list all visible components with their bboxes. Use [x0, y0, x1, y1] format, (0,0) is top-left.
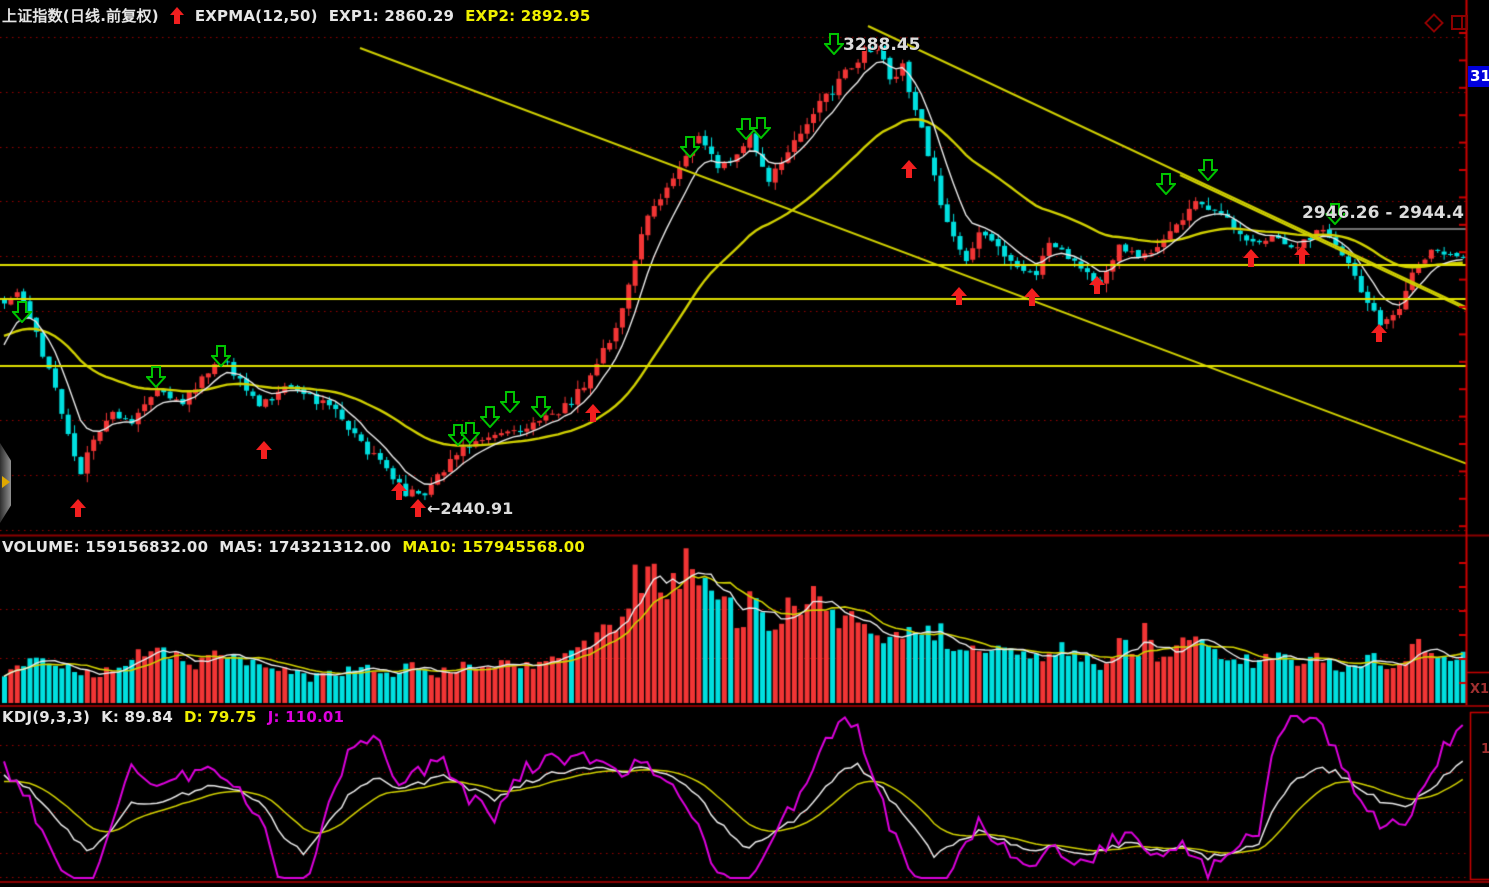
sell-signal-arrow [1198, 159, 1218, 181]
buy-signal-arrow [901, 160, 917, 178]
buy-signal-arrow [585, 404, 601, 422]
kdj-d-value: D: 79.75 [183, 708, 257, 726]
sell-signal-arrow [448, 424, 468, 446]
expand-arrow-icon [2, 476, 10, 488]
volume-ma5-value: MA5: 174321312.00 [219, 538, 392, 556]
buy-signal-arrow [1089, 276, 1105, 294]
sell-signal-arrow [460, 422, 480, 444]
axis-price-badge: 31 [1468, 66, 1489, 87]
panel-expand-handle[interactable] [0, 443, 11, 523]
sell-signal-arrow [824, 33, 844, 55]
sell-signal-arrow [1325, 203, 1345, 225]
buy-signal-arrow [1371, 324, 1387, 342]
kdj-j-value: J: 110.01 [267, 708, 345, 726]
buy-signal-arrow [1294, 246, 1310, 264]
buy-signal-arrow [1024, 288, 1040, 306]
buy-signal-arrow [256, 441, 272, 459]
indicator-name: EXPMA(12,50) [194, 6, 318, 25]
main-chart-header: 上证指数(日线.前复权) EXPMA(12,50) EXP1: 2860.29 … [2, 5, 591, 26]
buy-signal-arrow [1243, 249, 1259, 267]
split-divider [1461, 17, 1463, 28]
kdj-k-value: K: 89.84 [101, 708, 173, 726]
instrument-title: 上证指数(日线.前复权) [2, 7, 159, 25]
sell-signal-arrow [751, 117, 771, 139]
sell-signal-arrow [12, 301, 32, 323]
sell-signal-arrow [146, 366, 166, 388]
peak-price-label: 3288.45 [843, 35, 921, 55]
up-arrow-icon [169, 7, 184, 24]
buy-signal-arrow [410, 499, 426, 517]
sell-signal-arrow [211, 345, 231, 367]
exp2-value: EXP2: 2892.95 [465, 6, 591, 25]
volume-scale-label: X1 [1470, 682, 1489, 697]
volume-pane-header: VOLUME: 159156832.00 MA5: 174321312.00 M… [2, 538, 585, 556]
sell-signal-arrow [500, 391, 520, 413]
kdj-pane-header: KDJ(9,3,3) K: 89.84 D: 79.75 J: 110.01 [2, 708, 344, 726]
sell-signal-arrow [531, 396, 551, 418]
buy-signal-arrow [391, 482, 407, 500]
exp1-value: EXP1: 2860.29 [328, 6, 455, 25]
trough-price-label: ←2440.91 [427, 499, 514, 518]
buy-signal-arrow [70, 499, 86, 517]
kdj-scale-label: 1 [1481, 742, 1489, 757]
split-window-icon[interactable] [1451, 15, 1468, 30]
volume-ma10-value: MA10: 157945568.00 [402, 538, 586, 556]
buy-signal-arrow [951, 287, 967, 305]
sell-signal-arrow [736, 118, 756, 140]
volume-value: VOLUME: 159156832.00 [2, 538, 209, 556]
sell-signal-arrow [480, 406, 500, 428]
measure-range-label: 2946.26 - 2944.4 [1302, 203, 1464, 223]
sell-signal-arrow [680, 136, 700, 158]
kdj-name: KDJ(9,3,3) [2, 708, 91, 726]
sell-signal-arrow [1156, 173, 1176, 195]
